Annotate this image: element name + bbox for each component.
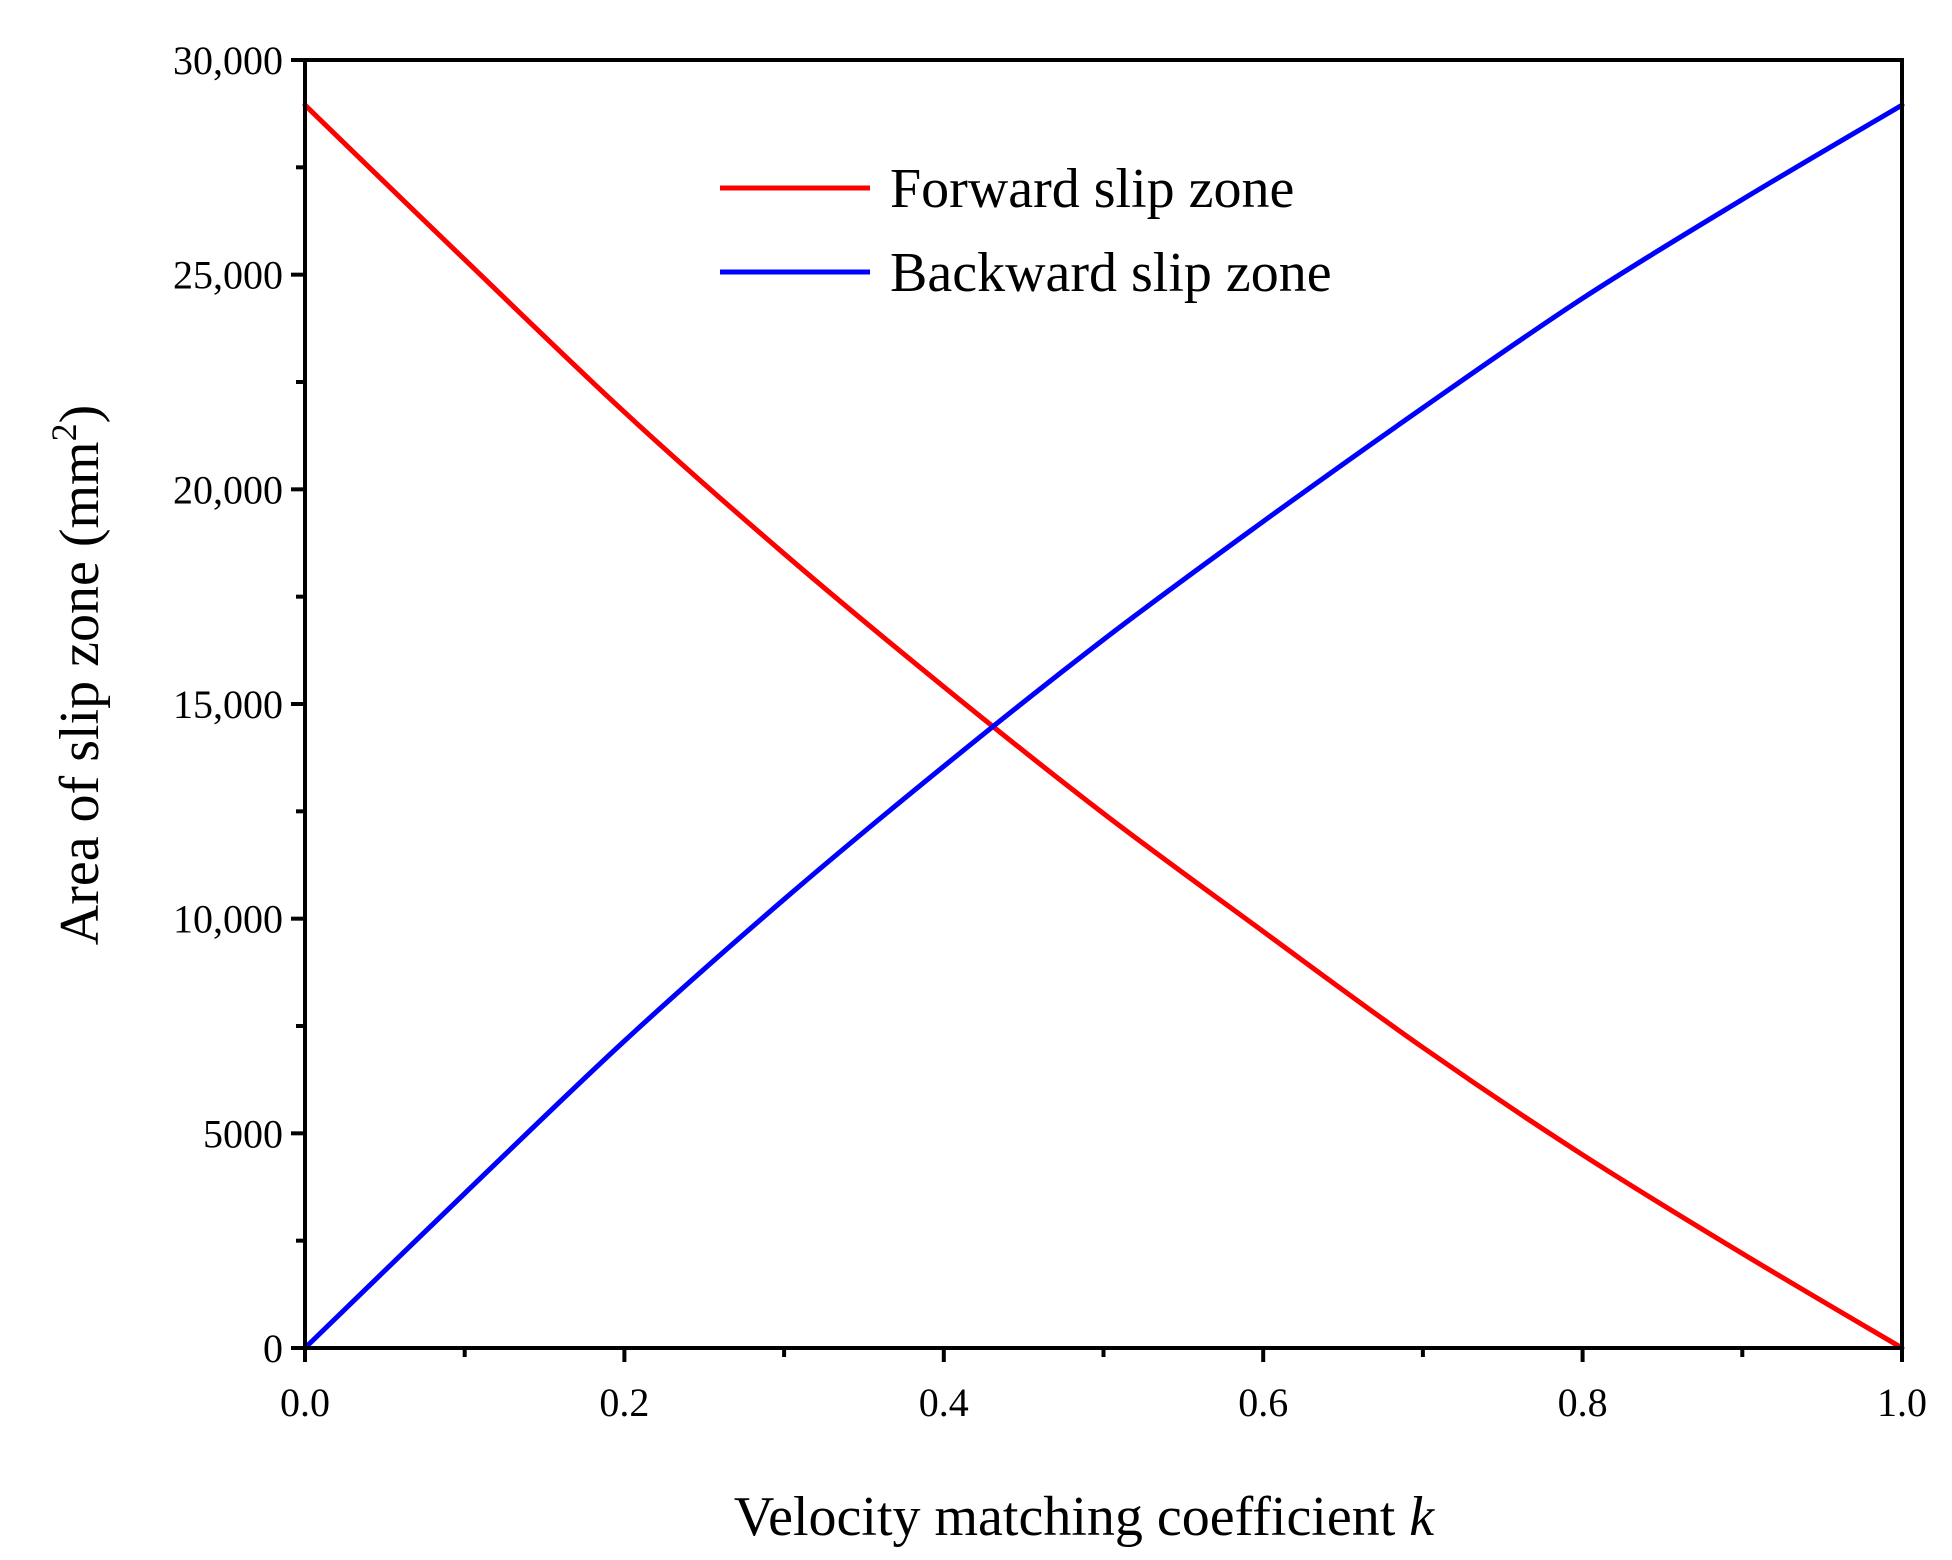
series-line-backward-slip-zone (302, 102, 1905, 1351)
y-axis-title-text: Area of slip zone (mm (49, 441, 111, 945)
legend-label-backward-slip-zone: Backward slip zone (890, 242, 1332, 304)
y-tick-label: 20,000 (173, 467, 283, 512)
axes: 0.0 0.2 0.4 0.6 0.8 1.0 0 5000 10,000 15,000 20,00… (173, 38, 1927, 1425)
y-tick-label: 5000 (203, 1111, 283, 1156)
y-tick-label: 10,000 (173, 897, 283, 942)
legend-label-forward-slip-zone: Forward slip zone (890, 158, 1294, 220)
y-tick-label: 30,000 (173, 38, 283, 83)
x-axis-title: Velocity matching coefficient k (734, 1486, 1435, 1548)
y-axis-title-superscript: 2 (44, 423, 84, 441)
x-tick-label: 0.2 (599, 1380, 649, 1425)
y-axis-title-close: ) (49, 405, 111, 424)
y-axis-title: Area of slip zone (mm2) (44, 405, 111, 946)
y-tick-label: 0 (263, 1326, 283, 1371)
x-axis-title-variable: k (1409, 1486, 1435, 1548)
x-tick-label: 1.0 (1877, 1380, 1927, 1425)
series-line-forward-slip-zone (302, 102, 1905, 1351)
x-axis-title-text: Velocity matching coefficient (734, 1486, 1396, 1548)
y-tick-label: 15,000 (173, 682, 283, 727)
x-tick-label: 0.0 (280, 1380, 330, 1425)
x-tick-label: 0.4 (919, 1380, 969, 1425)
x-tick-label: 0.6 (1238, 1380, 1288, 1425)
y-tick-label: 25,000 (173, 253, 283, 298)
legend: Forward slip zone Backward slip zone (720, 158, 1332, 304)
x-tick-label: 0.8 (1558, 1380, 1608, 1425)
plot-content (302, 102, 1905, 1351)
